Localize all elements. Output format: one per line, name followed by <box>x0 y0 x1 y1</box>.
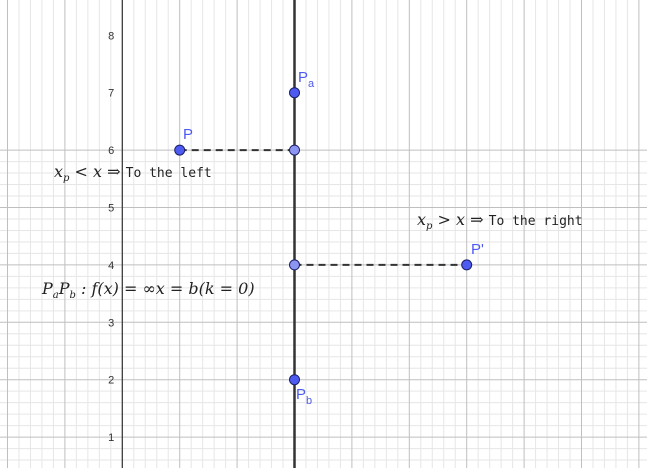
label-pa: Pa <box>298 69 315 90</box>
text-left-rule: xp < x ⇒ To the left <box>54 162 212 184</box>
y-tick-label: 3 <box>108 317 114 329</box>
point-pb[interactable] <box>289 374 300 386</box>
y-tick-label: 1 <box>108 432 114 444</box>
y-tick-label: 6 <box>108 145 114 157</box>
y-tick-label: 8 <box>108 30 114 42</box>
y-tick-label: 4 <box>108 260 114 272</box>
point-p[interactable] <box>174 144 186 156</box>
label-p-prime: P' <box>471 241 484 258</box>
point-projection-left[interactable] <box>289 144 300 156</box>
point-projection-right[interactable] <box>289 259 300 271</box>
y-tick-label: 5 <box>108 203 114 215</box>
point-pa[interactable] <box>289 87 300 99</box>
label-p: P <box>183 126 193 143</box>
point-p-prime[interactable] <box>461 259 473 271</box>
y-axis-tick-labels: 1 2 3 4 5 6 7 8 <box>108 30 114 444</box>
text-right-rule: xp > x ⇒ To the right <box>417 210 583 232</box>
y-tick-label: 2 <box>108 375 114 387</box>
text-line-equation: PaPb : f(x) = ∞x = b(k = 0) <box>41 279 255 301</box>
label-pb: Pb <box>296 386 312 407</box>
y-tick-label: 7 <box>108 88 114 100</box>
